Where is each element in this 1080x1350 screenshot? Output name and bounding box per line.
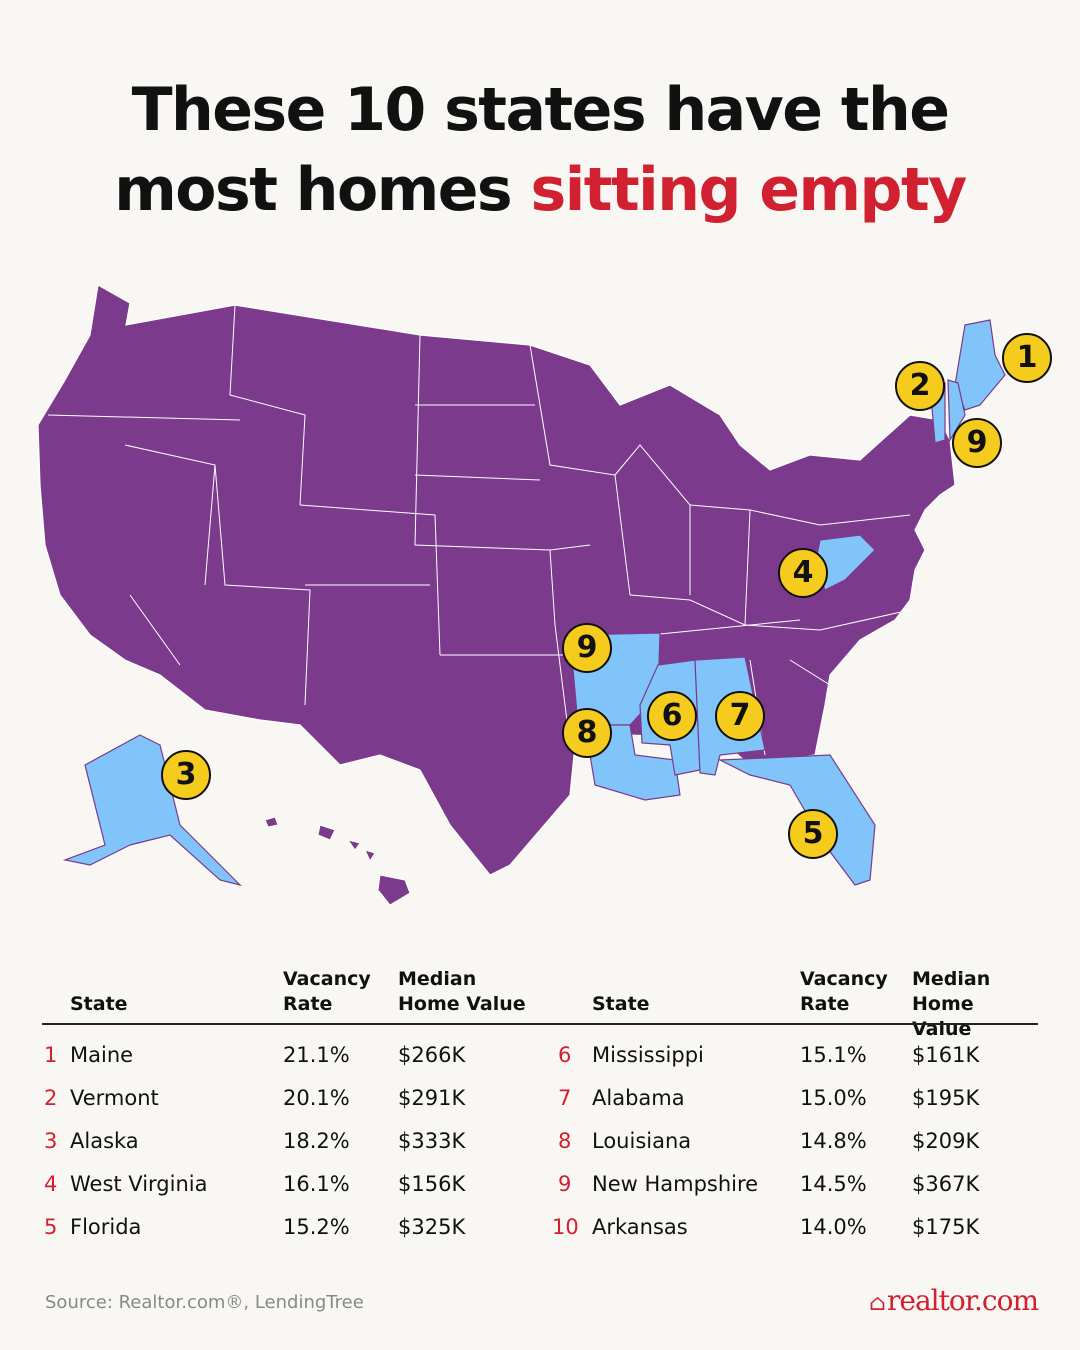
col-header-vacancy-line2: Rate: [283, 993, 333, 1015]
row-vacancy: 15.0%: [800, 1086, 867, 1110]
col-header-median-line2: Home Value: [912, 993, 974, 1040]
col-header-vacancy-line1: Vacancy: [283, 968, 371, 990]
table-header-rule: [42, 1023, 1038, 1025]
row-median: $325K: [398, 1215, 466, 1239]
map-badge-alaska: 3: [161, 750, 211, 800]
row-rank: 1: [44, 1043, 58, 1067]
row-median: $156K: [398, 1172, 466, 1196]
title-line-1: These 10 states have the: [131, 75, 950, 145]
col-header-median-line2: Home Value: [398, 993, 526, 1015]
map-badge-louisiana: 8: [562, 708, 612, 758]
row-vacancy: 18.2%: [283, 1129, 350, 1153]
house-icon: ⌂: [869, 1291, 886, 1316]
row-median: $367K: [912, 1172, 980, 1196]
row-state: Vermont: [70, 1086, 159, 1110]
source-note: Source: Realtor.com®, LendingTree: [45, 1292, 364, 1313]
row-rank: 3: [44, 1129, 58, 1153]
row-median: $175K: [912, 1215, 980, 1239]
map-badge-mississippi: 6: [647, 691, 697, 741]
row-rank: 7: [558, 1086, 572, 1110]
row-vacancy: 15.2%: [283, 1215, 350, 1239]
state-alaska: [62, 734, 242, 887]
row-rank: 10: [552, 1215, 579, 1239]
col-header-median-line1: Median: [912, 968, 991, 990]
row-rank: 9: [558, 1172, 572, 1196]
state-hawaii: [264, 816, 411, 906]
row-vacancy: 14.0%: [800, 1215, 867, 1239]
map-badge-florida: 5: [788, 809, 838, 859]
row-vacancy: 14.8%: [800, 1129, 867, 1153]
row-vacancy: 21.1%: [283, 1043, 350, 1067]
row-state: Alaska: [70, 1129, 139, 1153]
row-median: $195K: [912, 1086, 980, 1110]
col-header-median-right: Median Home Value: [912, 967, 1038, 1042]
row-vacancy: 20.1%: [283, 1086, 350, 1110]
col-header-state-left: State: [70, 993, 128, 1015]
col-header-vacancy-line2: Rate: [800, 993, 850, 1015]
row-median: $291K: [398, 1086, 466, 1110]
row-vacancy: 15.1%: [800, 1043, 867, 1067]
row-state: Maine: [70, 1043, 134, 1067]
col-header-median-line1: Median: [398, 968, 477, 990]
row-state: Mississippi: [592, 1043, 704, 1067]
row-vacancy: 16.1%: [283, 1172, 350, 1196]
title-line-2-prefix: most homes: [114, 155, 512, 225]
state-florida: [717, 754, 876, 886]
row-median: $161K: [912, 1043, 980, 1067]
row-state: Alabama: [592, 1086, 685, 1110]
row-median: $209K: [912, 1129, 980, 1153]
col-header-vacancy-right: Vacancy Rate: [800, 967, 888, 1017]
map-badge-vermont: 2: [895, 361, 945, 411]
col-header-median-left: Median Home Value: [398, 967, 526, 1017]
col-header-state-right: State: [592, 993, 650, 1015]
us-map: 1 2 9 4 9 8 6 7 3 5: [30, 265, 1070, 925]
row-median: $266K: [398, 1043, 466, 1067]
row-vacancy: 14.5%: [800, 1172, 867, 1196]
row-rank: 2: [44, 1086, 58, 1110]
row-state: Florida: [70, 1215, 142, 1239]
row-rank: 8: [558, 1129, 572, 1153]
row-state: New Hampshire: [592, 1172, 759, 1196]
map-badge-alabama: 7: [715, 691, 765, 741]
row-rank: 6: [558, 1043, 572, 1067]
row-state: West Virginia: [70, 1172, 208, 1196]
realtor-logo: ⌂realtor.com: [869, 1284, 1039, 1317]
map-badge-west-virginia: 4: [778, 548, 828, 598]
row-median: $333K: [398, 1129, 466, 1153]
row-rank: 4: [44, 1172, 58, 1196]
map-badge-arkansas: 9: [562, 623, 612, 673]
title-line-2: most homes sitting empty: [0, 150, 1080, 230]
map-badge-maine: 1: [1002, 333, 1052, 383]
row-state: Louisiana: [592, 1129, 692, 1153]
row-rank: 5: [44, 1215, 58, 1239]
row-state: Arkansas: [592, 1215, 688, 1239]
state-new-hampshire: [947, 379, 966, 443]
map-badge-new-hampshire: 9: [952, 418, 1002, 468]
page-title: These 10 states have the most homes sitt…: [0, 70, 1080, 230]
col-header-vacancy-line1: Vacancy: [800, 968, 888, 990]
logo-text: realtor.com: [886, 1284, 1039, 1317]
state-maine: [954, 319, 1006, 411]
title-line-2-accent: sitting empty: [530, 155, 968, 225]
col-header-vacancy-left: Vacancy Rate: [283, 967, 371, 1017]
